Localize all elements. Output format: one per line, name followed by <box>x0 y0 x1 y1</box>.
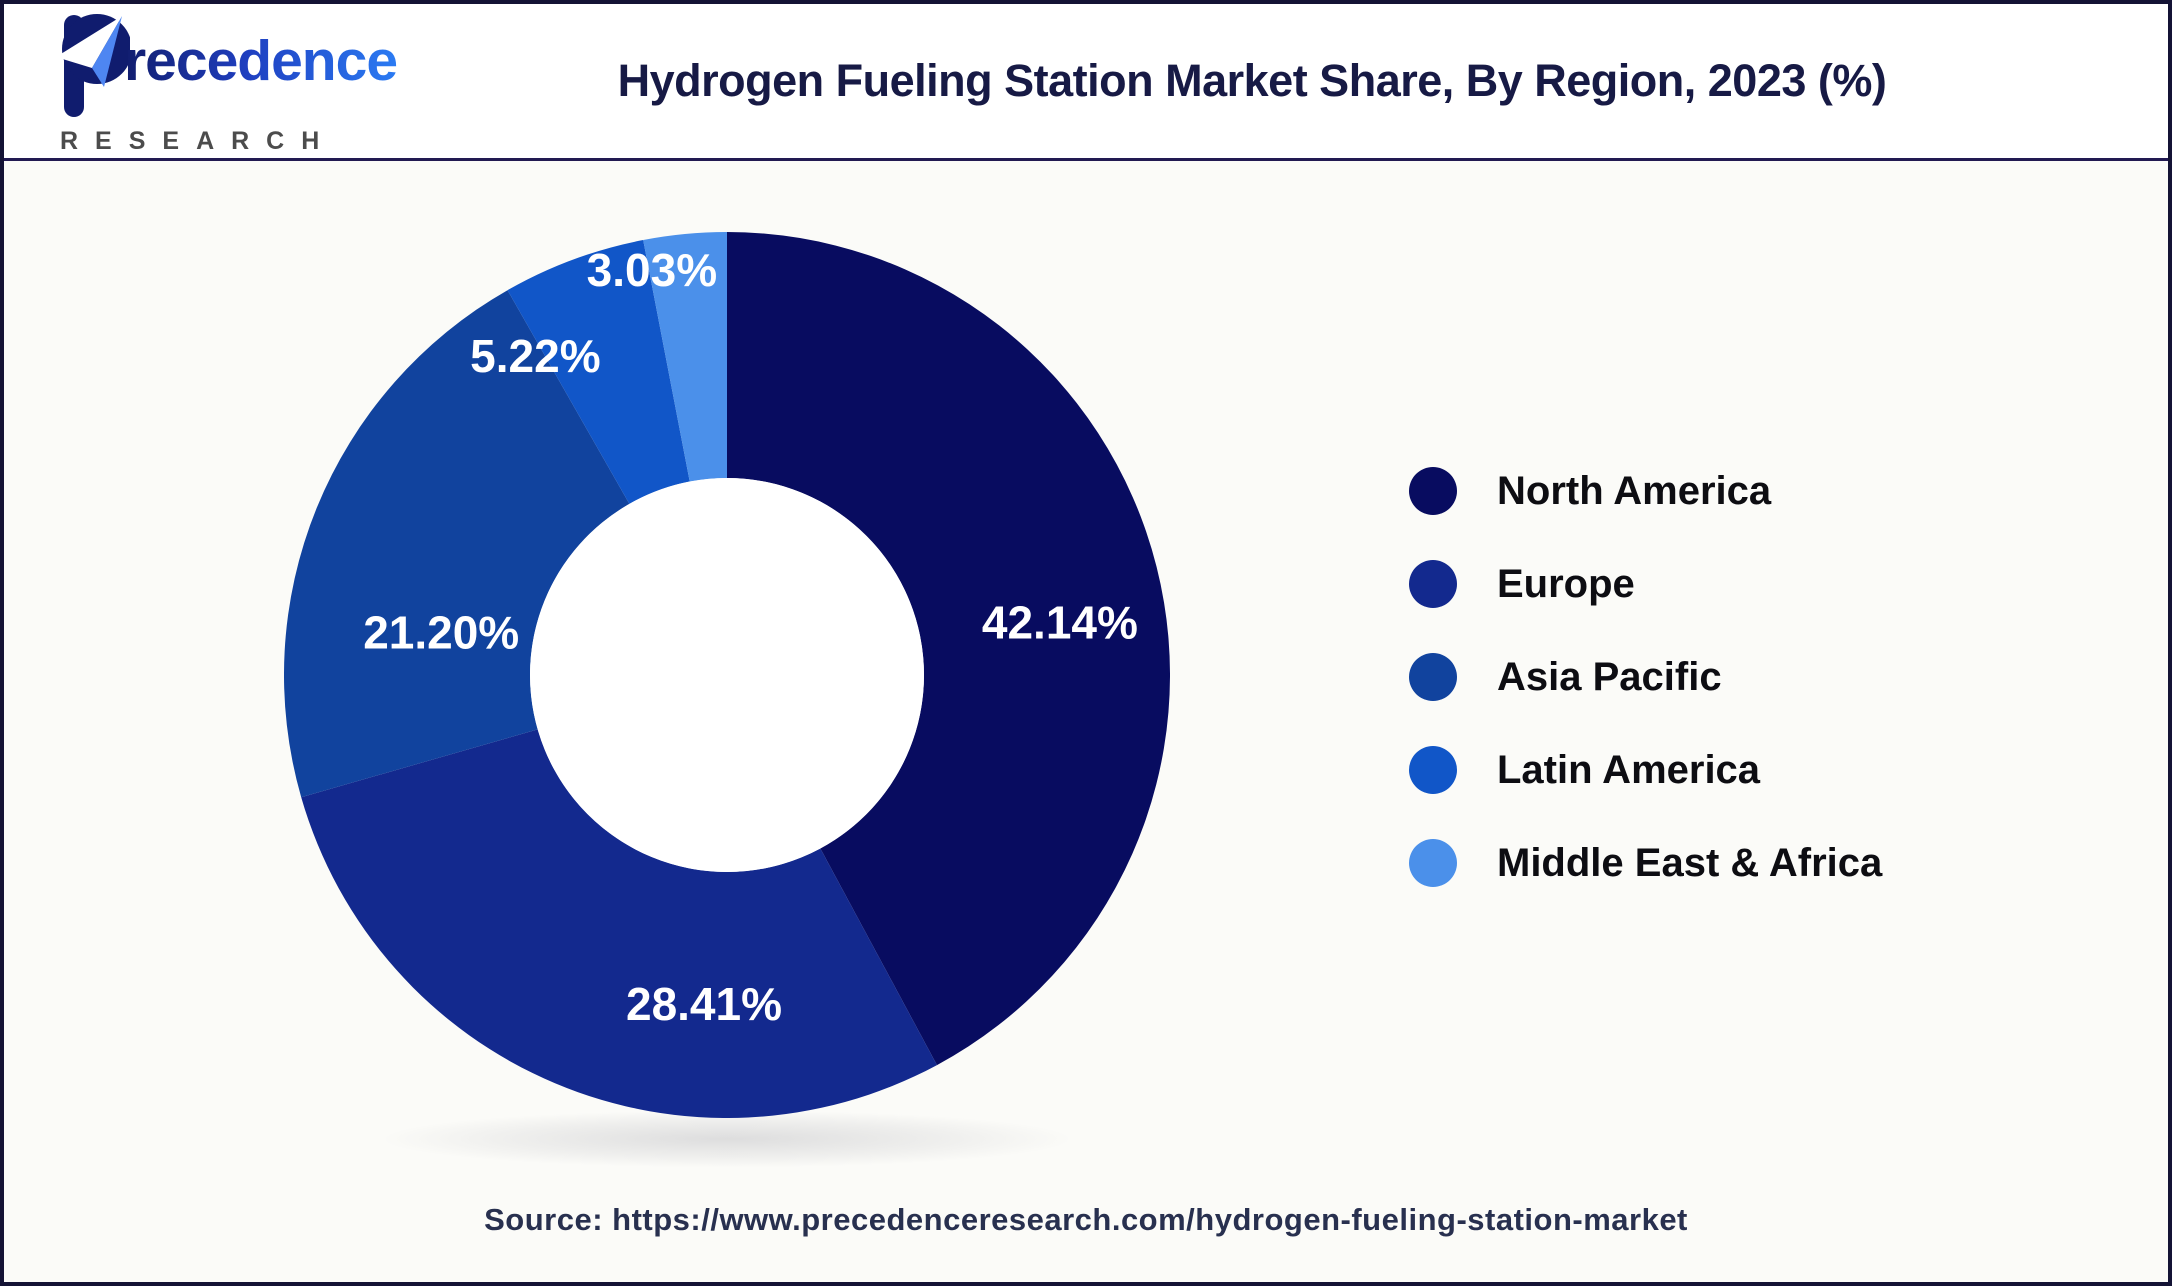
legend-swatch <box>1409 839 1457 887</box>
legend-label: Asia Pacific <box>1497 654 1722 699</box>
legend-label: Europe <box>1497 561 1635 606</box>
legend-swatch <box>1409 653 1457 701</box>
logo-wordmark: recedence <box>56 7 406 119</box>
legend-swatch <box>1409 560 1457 608</box>
donut-slice-middle-east-africa <box>643 232 727 482</box>
logo-p-plane-icon <box>56 13 130 117</box>
header: recedence RESEARCH Hydrogen Fueling Stat… <box>4 4 2168 161</box>
donut-hole <box>530 478 924 872</box>
donut-slice-asia-pacific <box>284 290 630 798</box>
legend-swatch <box>1409 467 1457 515</box>
slice-label-north-america: 42.14% <box>982 596 1138 648</box>
slice-label-europe: 28.41% <box>626 978 782 1030</box>
legend-label: North America <box>1497 468 1772 513</box>
legend-item: Middle East & Africa <box>1409 839 1882 887</box>
chart-legend: North America Europe Asia Pacific Latin … <box>1409 467 1882 887</box>
page-title: Hydrogen Fueling Station Market Share, B… <box>617 55 1887 106</box>
source-citation: Source: https://www.precedenceresearch.c… <box>484 1202 1688 1237</box>
legend-swatch <box>1409 746 1457 794</box>
legend-label: Latin America <box>1497 747 1761 792</box>
donut-slice-north-america <box>727 232 1170 1066</box>
donut-slice-latin-america <box>507 240 690 504</box>
slice-label-latin-america: 5.22% <box>470 330 600 382</box>
legend-item: North America <box>1409 467 1882 515</box>
precedence-logo: recedence RESEARCH <box>56 7 406 156</box>
donut-chart: 42.14% 28.41% 21.20% 5.22% 3.03% <box>284 232 1170 1118</box>
legend-label: Middle East & Africa <box>1497 840 1883 885</box>
donut-drop-shadow <box>377 1110 1077 1168</box>
donut-slice-europe <box>301 729 937 1118</box>
slice-label-middle-east-africa: 3.03% <box>587 244 717 296</box>
slice-label-asia-pacific: 21.20% <box>363 606 519 658</box>
legend-item: Latin America <box>1409 746 1882 794</box>
legend-item: Europe <box>1409 560 1882 608</box>
logo-subtitle: RESEARCH <box>60 126 337 155</box>
legend-item: Asia Pacific <box>1409 653 1882 701</box>
logo-brand-text: recedence <box>124 28 398 93</box>
